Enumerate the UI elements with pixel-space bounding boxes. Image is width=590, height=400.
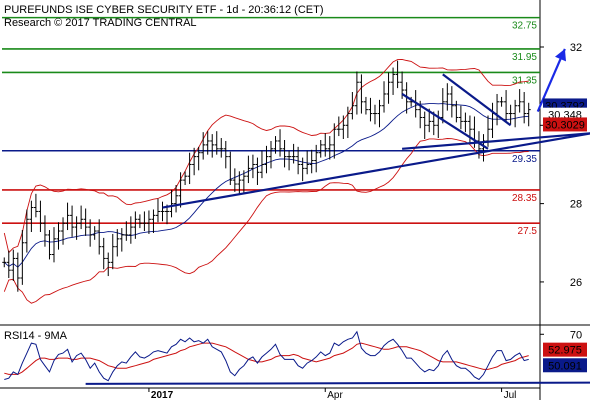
level-label: 31.35 (512, 75, 537, 86)
rsi-ma-value: 52.975 (543, 342, 587, 357)
projection-arrow (536, 48, 566, 113)
lower-band-value: 30.3029 (543, 117, 587, 132)
level-label: 29.35 (512, 154, 537, 165)
level-label: 31.95 (512, 52, 537, 63)
rsi-support-line (85, 381, 590, 385)
chart-subtitle: Research © 2017 TRADING CENTRAL (4, 17, 197, 29)
lower-band (3, 138, 529, 304)
rsi-ma-value-text: 52.975 (548, 345, 582, 357)
level-label: 32.75 (512, 21, 537, 32)
level-label: 27.5 (518, 226, 538, 237)
rsi-tick-label: 70 (570, 329, 582, 341)
projection-arrow-head (555, 48, 566, 62)
x-tick-label: Jul (504, 390, 517, 400)
trendline (402, 132, 590, 150)
trendline (401, 93, 489, 150)
level-label: 28.35 (512, 193, 537, 204)
rsi-value-box (543, 358, 587, 373)
x-tick-label: 2017 (151, 390, 174, 400)
price-tick-label: 26 (570, 277, 582, 289)
lower-band-value-text: 30.3029 (545, 119, 585, 131)
rsi-value: 50.091 (543, 358, 587, 373)
price-tick-label: 28 (570, 199, 582, 211)
lower-band-value-box (543, 117, 587, 132)
trendline (442, 73, 512, 127)
rsi-line (4, 330, 529, 382)
upper-band (3, 58, 529, 254)
x-tick-label: Apr (327, 390, 343, 400)
rsi-value-text: 50.091 (548, 360, 582, 372)
rsi-ma-line (4, 342, 529, 375)
trendline (162, 132, 590, 209)
price-tick-label: 32 (570, 42, 582, 54)
rsi-label: RSI14 - 9MA (4, 330, 68, 342)
chart-title: PUREFUNDS ISE CYBER SECURITY ETF - 1d - … (4, 4, 323, 16)
rsi-ma-value-box (543, 342, 587, 357)
